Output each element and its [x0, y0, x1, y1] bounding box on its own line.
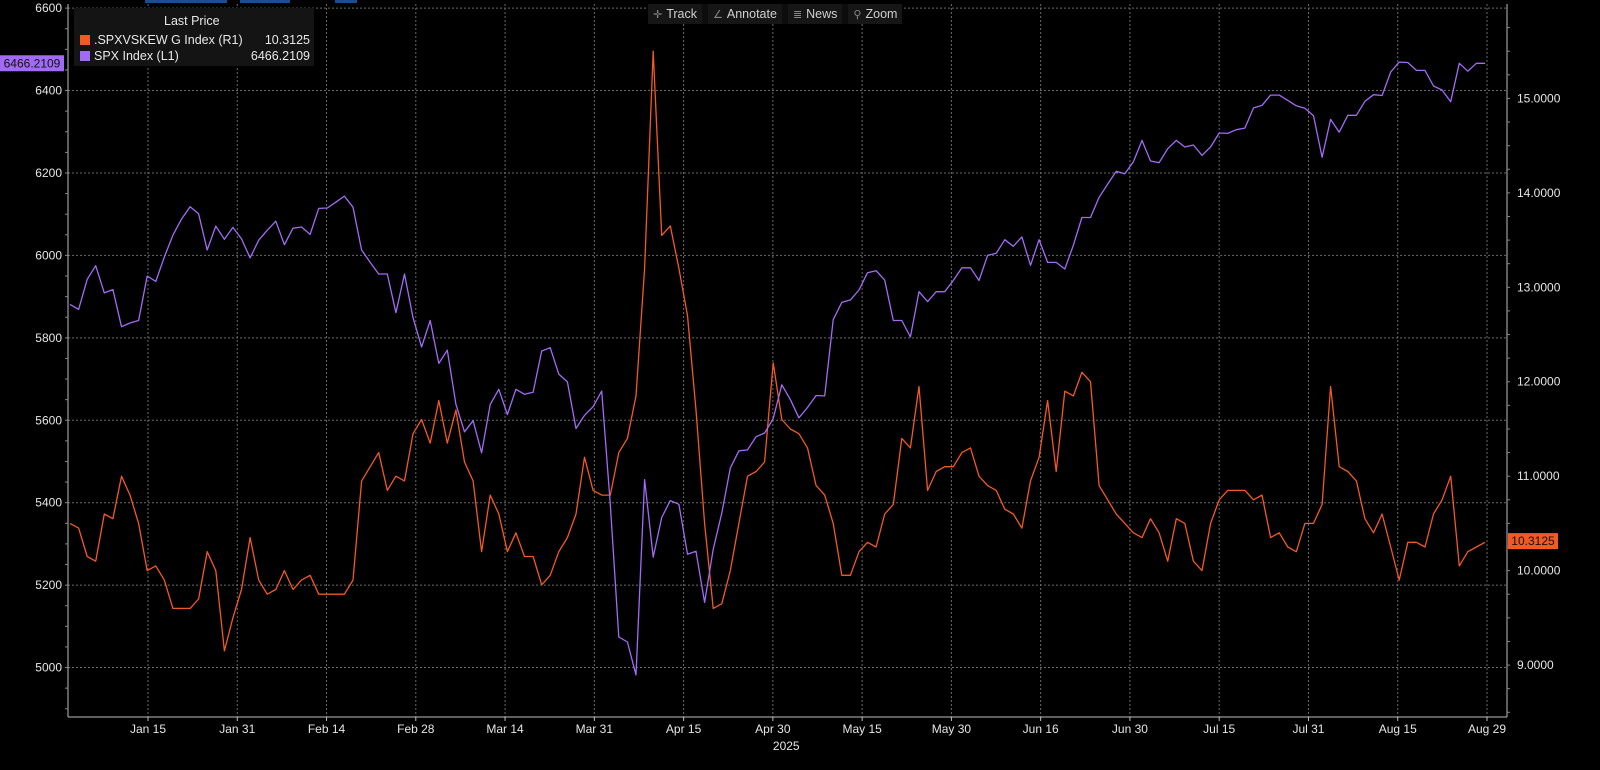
news-label: News — [806, 7, 838, 21]
left-last-value-tag: 6466.2109 — [0, 55, 64, 72]
right-tick-label: 11.0000 — [1517, 469, 1560, 483]
legend-swatch-skew — [80, 34, 90, 45]
right-tick-label: 15.0000 — [1517, 91, 1561, 105]
crosshair-icon: ✛ — [653, 8, 663, 21]
x-tick-label: Mar 14 — [486, 722, 524, 736]
magnifier-icon: ⚲ — [853, 8, 862, 21]
right-axis-ticks: 9.0000 10.0000 11.0000 12.0000 13.0000 14.000… — [1517, 91, 1561, 672]
right-last-value-tag: 10.3125 — [1508, 533, 1558, 550]
top-tab-strip-1 — [145, 0, 227, 3]
annotate-label: Annotate — [726, 7, 777, 21]
right-tick-label: 9.0000 — [1517, 658, 1554, 672]
grid-lines — [68, 4, 1507, 717]
legend-title: Last Price — [164, 14, 220, 28]
legend-entry-spx[interactable]: SPX Index (L1) 6466.2109 — [80, 48, 310, 63]
left-tick-label: 6600 — [35, 1, 62, 15]
track-label: Track — [666, 7, 698, 21]
legend-entry-skew[interactable]: .SPXVSKEW G Index (R1) 10.3125 — [80, 32, 310, 47]
news-button[interactable]: ≣ News — [787, 4, 843, 24]
left-tick-label: 5200 — [35, 578, 62, 592]
annotate-button[interactable]: ∠ Annotate — [708, 4, 782, 24]
x-tick-label: Apr 30 — [755, 722, 791, 736]
right-tick-label: 10.0000 — [1517, 564, 1561, 578]
top-tab-strip-3 — [335, 0, 357, 3]
x-tick-label: Feb 14 — [308, 722, 346, 736]
x-tick-label: Jan 15 — [130, 722, 166, 736]
top-tab-strip-2 — [240, 0, 290, 3]
legend-series-value: 10.3125 — [264, 32, 310, 47]
news-icon: ≣ — [792, 8, 803, 21]
left-axis-ticks: 5000 5200 5400 5600 5800 6000 6200 6400 6600 — [35, 1, 62, 674]
right-last-value-text: 10.3125 — [1511, 534, 1555, 548]
right-tick-label: 13.0000 — [1517, 280, 1561, 294]
x-tick-label: Aug 29 — [1468, 722, 1506, 736]
chart-legend: Last Price .SPXVSKEW G Index (R1) 10.312… — [74, 8, 314, 66]
axes — [65, 4, 1510, 721]
chart-toolbar: ✛ Track ∠ Annotate ≣ News ⚲ Zoom — [648, 4, 903, 24]
x-tick-label: May 30 — [932, 722, 972, 736]
left-tick-label: 6000 — [35, 248, 62, 262]
legend-series-value: 6466.2109 — [250, 48, 310, 63]
legend-swatch-spx — [80, 50, 90, 61]
x-tick-label: Jan 31 — [219, 722, 255, 736]
x-axis-ticks: Jan 15 Jan 31 Feb 14 Feb 28 Mar 14 Mar 31 Apr … — [130, 722, 1506, 736]
left-tick-label: 5400 — [35, 496, 62, 510]
legend-series-name: .SPXVSKEW G Index (R1) — [94, 32, 243, 47]
left-tick-label: 5000 — [35, 661, 62, 675]
x-tick-label: Jun 16 — [1023, 722, 1059, 736]
x-tick-label: Jun 30 — [1112, 722, 1148, 736]
x-tick-label: May 15 — [842, 722, 882, 736]
right-tick-label: 12.0000 — [1517, 375, 1561, 389]
left-tick-label: 6200 — [35, 166, 62, 180]
x-tick-label: Apr 15 — [666, 722, 702, 736]
skew-series-line — [69, 50, 1486, 652]
x-tick-label: Jul 15 — [1203, 722, 1235, 736]
right-tick-label: 14.0000 — [1517, 186, 1561, 200]
x-tick-label: Mar 31 — [576, 722, 614, 736]
last-value-tags: 6466.2109 10.3125 — [0, 55, 1558, 550]
x-axis-year-label: 2025 — [773, 739, 800, 753]
x-tick-label: Aug 15 — [1379, 722, 1417, 736]
spx-series-line — [69, 61, 1485, 676]
x-tick-label: Jul 31 — [1292, 722, 1324, 736]
series-lines — [69, 50, 1486, 676]
left-last-value-text: 6466.2109 — [4, 56, 61, 70]
x-tick-label: Feb 28 — [397, 722, 435, 736]
zoom-label: Zoom — [865, 7, 898, 21]
pencil-icon: ∠ — [713, 8, 723, 21]
left-tick-label: 6400 — [35, 84, 62, 98]
left-tick-label: 5600 — [35, 413, 62, 427]
legend-series-name: SPX Index (L1) — [94, 48, 179, 63]
left-tick-label: 5800 — [35, 331, 62, 345]
top-highlight-bar — [0, 0, 1600, 3]
zoom-button[interactable]: ⚲ Zoom — [848, 4, 903, 24]
track-button[interactable]: ✛ Track — [648, 4, 703, 24]
